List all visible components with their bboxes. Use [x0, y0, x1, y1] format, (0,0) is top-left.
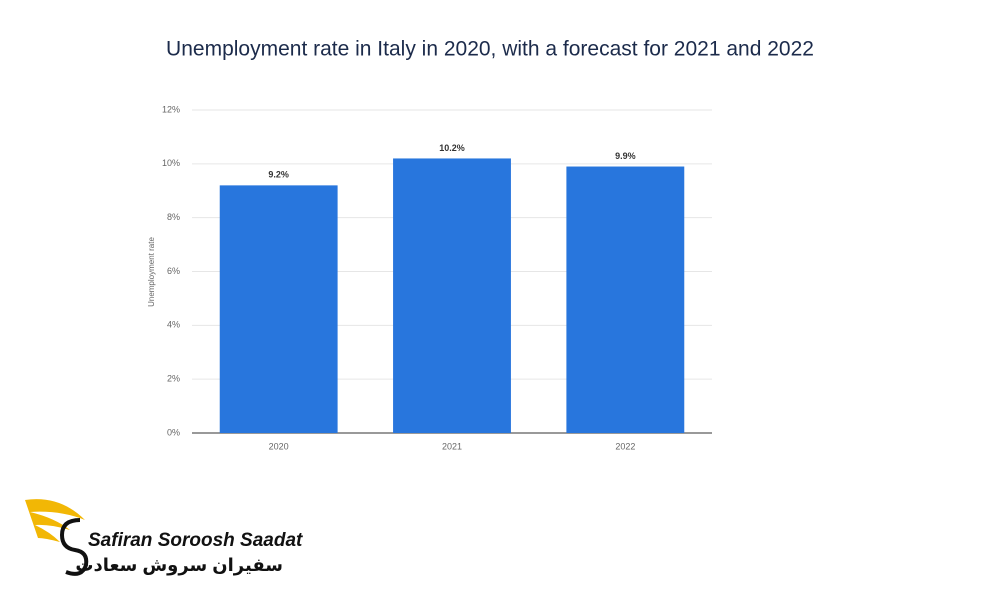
logo-name: Safiran Soroosh Saadat — [88, 530, 303, 551]
logo-name-fa: سفیران سروش سعادت — [75, 555, 283, 576]
value-label: 10.2% — [439, 143, 465, 153]
bar — [566, 166, 685, 433]
y-tick-label: 12% — [162, 104, 180, 114]
y-tick-label: 6% — [167, 266, 180, 276]
value-label: 9.9% — [615, 151, 636, 161]
logo-s — [59, 518, 89, 576]
chart-title: Unemployment rate in Italy in 2020, with… — [166, 38, 814, 61]
logo: Safiran Soroosh Saadat سفیران سروش سعادت — [25, 499, 303, 576]
y-axis-label: Unemployment rate — [147, 237, 156, 307]
value-label: 9.2% — [268, 170, 289, 180]
bar — [393, 158, 511, 433]
x-tick-label: 2021 — [442, 441, 462, 451]
logo-wing — [25, 499, 85, 542]
y-tick-label: 2% — [167, 374, 180, 384]
y-tick-label: 0% — [167, 427, 180, 437]
y-tick-label: 8% — [167, 212, 180, 222]
y-tick-label: 10% — [162, 158, 180, 168]
y-tick-label: 4% — [167, 320, 180, 330]
x-tick-label: 2022 — [615, 441, 635, 451]
bar — [219, 185, 338, 433]
x-tick-label: 2020 — [269, 441, 289, 451]
